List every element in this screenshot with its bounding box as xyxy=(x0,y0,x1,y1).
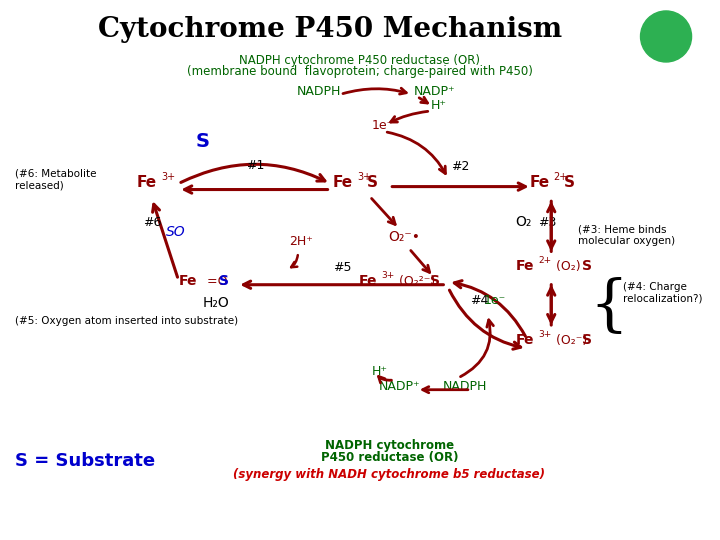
Text: (membrane bound  flavoprotein; charge-paired with P450): (membrane bound flavoprotein; charge-pai… xyxy=(187,65,533,78)
Text: NADPH cytochrome: NADPH cytochrome xyxy=(325,438,454,451)
Text: (O₂⁻): (O₂⁻) xyxy=(552,334,588,347)
Text: 3+: 3+ xyxy=(382,271,395,280)
Text: Fe: Fe xyxy=(516,259,534,273)
Text: released): released) xyxy=(14,180,63,191)
Text: S = Substrate: S = Substrate xyxy=(15,452,156,470)
Text: S: S xyxy=(431,274,441,288)
Text: #3: #3 xyxy=(538,216,557,229)
Text: SO: SO xyxy=(166,225,185,239)
Text: H₂O: H₂O xyxy=(202,296,229,310)
Text: 3+: 3+ xyxy=(357,172,371,182)
Text: relocalization?): relocalization?) xyxy=(623,293,703,303)
Text: H⁺: H⁺ xyxy=(431,99,446,112)
Text: Fe: Fe xyxy=(516,333,534,347)
Text: #1: #1 xyxy=(246,159,264,172)
Text: #6: #6 xyxy=(143,216,161,229)
Text: S: S xyxy=(582,259,592,273)
Text: Fe: Fe xyxy=(137,174,157,190)
Text: (O₂): (O₂) xyxy=(552,260,581,273)
Text: S: S xyxy=(582,333,592,347)
Text: Fe: Fe xyxy=(529,174,549,190)
Text: (O₂²⁻): (O₂²⁻) xyxy=(395,275,436,288)
Text: 3+: 3+ xyxy=(539,330,552,339)
Text: Cytochrome P450 Mechanism: Cytochrome P450 Mechanism xyxy=(99,16,562,43)
Text: (#4: Charge: (#4: Charge xyxy=(623,282,687,292)
Text: =O: =O xyxy=(203,275,228,288)
Text: S: S xyxy=(564,174,575,190)
Text: O₂⁻•: O₂⁻• xyxy=(388,230,420,244)
Text: (#5: Oxygen atom inserted into substrate): (#5: Oxygen atom inserted into substrate… xyxy=(14,316,238,326)
Text: NADP⁺: NADP⁺ xyxy=(378,380,420,393)
Text: 2+: 2+ xyxy=(553,172,567,182)
Text: Fe: Fe xyxy=(359,274,377,288)
Text: (#3: Heme binds: (#3: Heme binds xyxy=(577,225,666,235)
Text: NADPH: NADPH xyxy=(443,380,487,393)
Text: NADPH cytochrome P450 reductase (OR): NADPH cytochrome P450 reductase (OR) xyxy=(240,53,480,66)
Text: S: S xyxy=(220,274,230,288)
Text: NADP⁺: NADP⁺ xyxy=(414,85,456,98)
Text: #2: #2 xyxy=(451,160,469,173)
Text: 1e⁻: 1e⁻ xyxy=(483,294,505,307)
Text: {: { xyxy=(590,278,629,338)
Text: P450 reductase (OR): P450 reductase (OR) xyxy=(320,451,458,464)
Text: 2H⁺: 2H⁺ xyxy=(289,235,313,248)
Text: NADPH: NADPH xyxy=(297,85,341,98)
Circle shape xyxy=(641,11,691,62)
Text: S: S xyxy=(196,132,210,151)
Text: Fe: Fe xyxy=(332,174,352,190)
Text: Fe: Fe xyxy=(179,274,197,288)
Text: 2+: 2+ xyxy=(539,256,552,265)
Text: #4: #4 xyxy=(470,294,489,307)
Text: 1e⁻: 1e⁻ xyxy=(372,119,394,132)
Text: molecular oxygen): molecular oxygen) xyxy=(577,235,675,246)
Text: H⁺: H⁺ xyxy=(372,365,387,378)
Text: S: S xyxy=(367,174,378,190)
Text: (#6: Metabolite: (#6: Metabolite xyxy=(14,169,96,179)
Text: 3+: 3+ xyxy=(162,172,176,182)
Text: (synergy with NADH cytochrome b5 reductase): (synergy with NADH cytochrome b5 reducta… xyxy=(233,468,545,481)
Text: #5: #5 xyxy=(333,261,351,274)
Text: O₂: O₂ xyxy=(516,215,532,229)
